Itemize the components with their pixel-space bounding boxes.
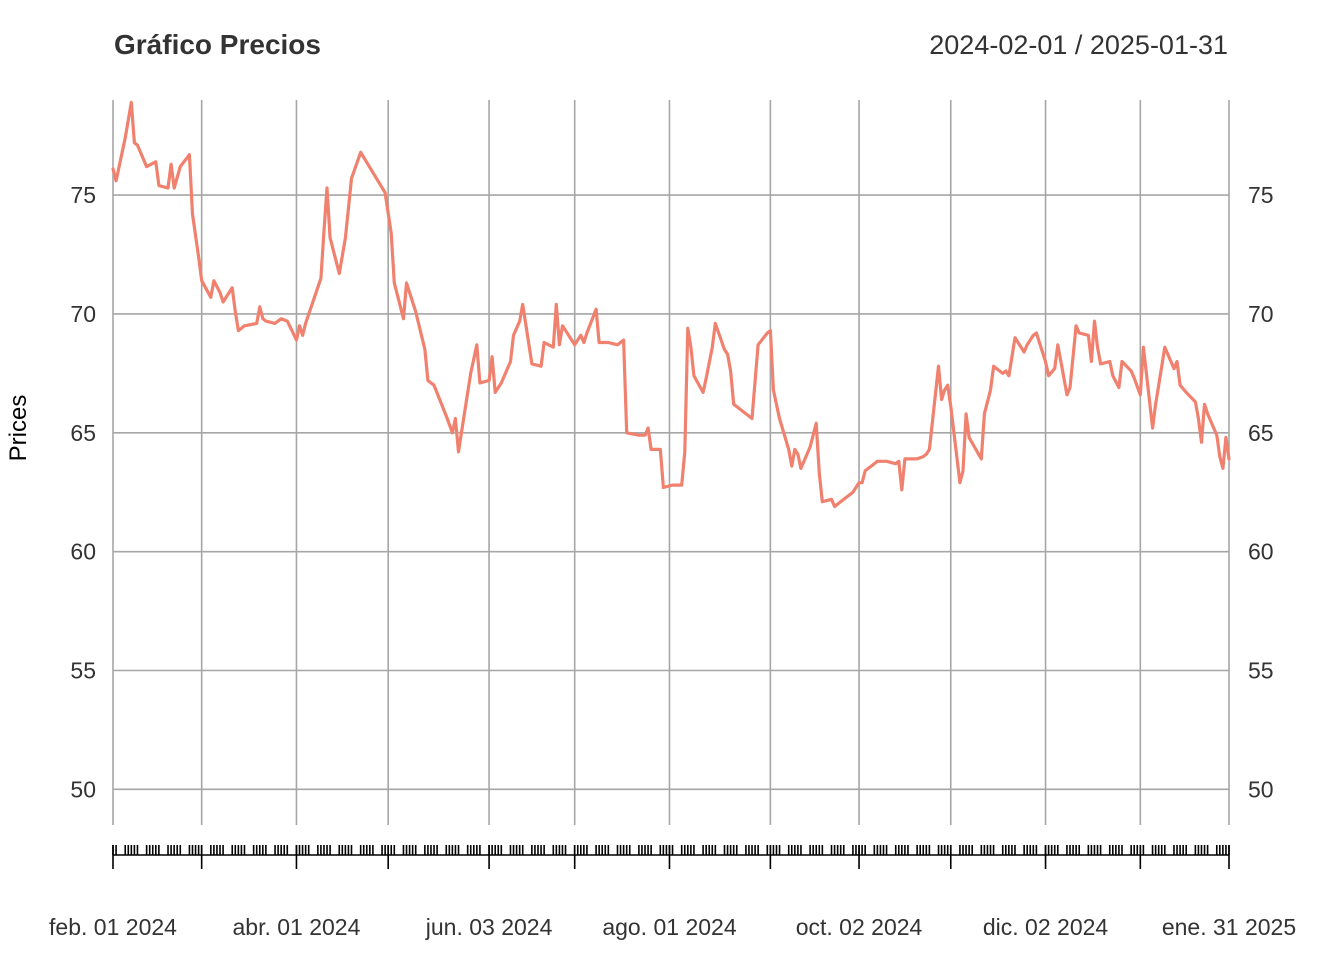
- y-tick-label-right: 50: [1248, 776, 1274, 802]
- x-tick-label: dic. 02 2024: [983, 914, 1109, 940]
- y-tick-labels-left: 50 55 60 65 70 75: [70, 182, 96, 802]
- y-tick-label-left: 60: [70, 539, 96, 565]
- series-line-0: [111, 100, 1231, 509]
- x-tick-label: oct. 02 2024: [796, 914, 923, 940]
- y-tick-label-right: 55: [1248, 657, 1274, 683]
- y-tick-label-left: 55: [70, 657, 96, 683]
- x-tick-label: feb. 01 2024: [49, 914, 177, 940]
- x-tick-label: ago. 01 2024: [602, 914, 737, 940]
- series-layer: [111, 100, 1231, 509]
- y-tick-label-left: 70: [70, 301, 96, 327]
- x-tick-label: ene. 31 2025: [1162, 914, 1296, 940]
- date-range-label: 2024-02-01 / 2025-01-31: [929, 30, 1228, 60]
- grid: [112, 100, 1230, 825]
- y-tick-label-right: 70: [1248, 301, 1274, 327]
- y-tick-label-right: 75: [1248, 182, 1274, 208]
- y-tick-label-left: 65: [70, 420, 96, 446]
- y-tick-label-right: 60: [1248, 539, 1274, 565]
- x-tick-label: jun. 03 2024: [425, 914, 553, 940]
- chart-title: Gráfico Precios: [114, 29, 321, 60]
- y-axis-label: Prices: [5, 395, 32, 462]
- y-tick-label-right: 65: [1248, 420, 1274, 446]
- x-tick-label: abr. 01 2024: [232, 914, 360, 940]
- y-tick-label-left: 75: [70, 182, 96, 208]
- x-axis: feb. 01 2024 abr. 01 2024 jun. 03 2024 ago.…: [49, 845, 1296, 940]
- y-tick-labels-right: 50 55 60 65 70 75: [1248, 182, 1274, 802]
- y-tick-label-left: 50: [70, 776, 96, 802]
